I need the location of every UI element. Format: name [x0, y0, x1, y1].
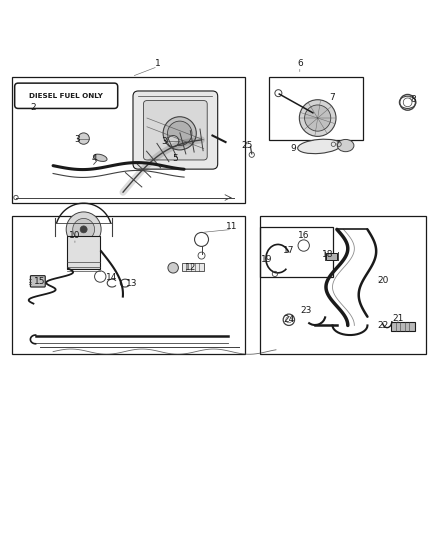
- Text: 18: 18: [322, 250, 334, 259]
- Bar: [261, 227, 332, 277]
- Text: 10: 10: [69, 231, 81, 239]
- Circle shape: [78, 133, 89, 144]
- Text: 16: 16: [298, 231, 310, 239]
- Text: 15: 15: [34, 277, 46, 286]
- Bar: [269, 77, 363, 140]
- Text: 1: 1: [155, 59, 161, 68]
- Text: 3: 3: [162, 137, 167, 146]
- Bar: [67, 236, 100, 269]
- Text: 22: 22: [377, 321, 389, 330]
- Circle shape: [66, 212, 101, 247]
- Bar: [182, 263, 204, 271]
- Circle shape: [304, 105, 331, 131]
- Text: 14: 14: [106, 273, 118, 282]
- Circle shape: [163, 117, 196, 150]
- Text: 20: 20: [377, 276, 389, 285]
- Ellipse shape: [298, 139, 341, 154]
- Text: 9: 9: [290, 144, 296, 153]
- Text: 11: 11: [226, 222, 238, 231]
- Text: 2: 2: [31, 103, 36, 111]
- FancyBboxPatch shape: [30, 276, 45, 287]
- Bar: [261, 216, 426, 354]
- Text: DIESEL FUEL ONLY: DIESEL FUEL ONLY: [29, 93, 103, 99]
- Bar: [12, 77, 245, 203]
- Text: 17: 17: [283, 246, 295, 255]
- Text: 7: 7: [330, 93, 336, 102]
- Text: 4: 4: [92, 154, 97, 163]
- Text: 3: 3: [74, 135, 80, 144]
- Bar: [326, 253, 337, 260]
- Bar: [392, 322, 416, 331]
- FancyBboxPatch shape: [144, 101, 207, 160]
- Text: 23: 23: [300, 305, 312, 314]
- Circle shape: [299, 100, 336, 136]
- Circle shape: [167, 135, 179, 147]
- Text: 12: 12: [185, 263, 196, 272]
- Text: 6: 6: [297, 59, 303, 68]
- Bar: [12, 216, 245, 354]
- Text: 13: 13: [126, 279, 138, 288]
- Ellipse shape: [93, 154, 107, 161]
- Ellipse shape: [337, 140, 354, 152]
- Text: 24: 24: [283, 315, 294, 324]
- FancyBboxPatch shape: [133, 91, 218, 169]
- Circle shape: [80, 226, 87, 233]
- Circle shape: [73, 219, 95, 240]
- Circle shape: [168, 263, 178, 273]
- Text: 19: 19: [261, 255, 273, 264]
- Text: 21: 21: [392, 313, 404, 322]
- Text: 25: 25: [242, 141, 253, 150]
- Text: 5: 5: [173, 154, 178, 163]
- Circle shape: [167, 121, 192, 146]
- Text: 8: 8: [410, 95, 416, 104]
